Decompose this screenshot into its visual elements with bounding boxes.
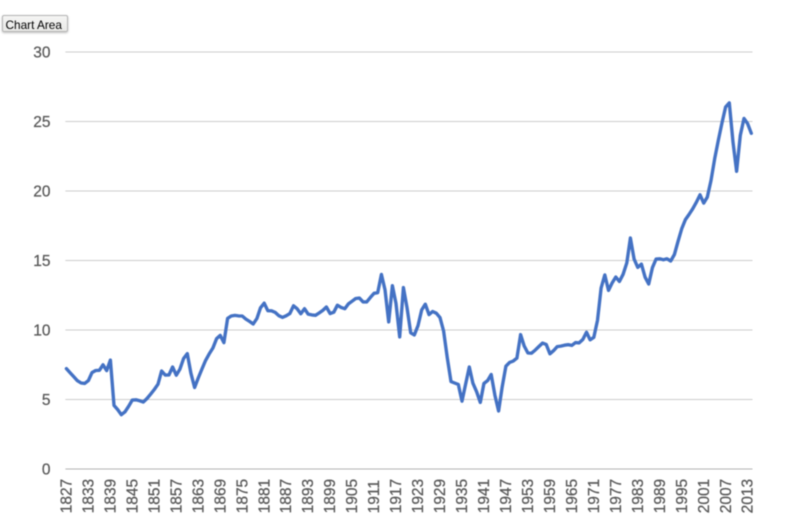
svg-text:20: 20: [33, 183, 51, 200]
svg-text:1941: 1941: [476, 479, 493, 513]
svg-text:1851: 1851: [146, 479, 163, 513]
svg-text:2013: 2013: [740, 479, 757, 513]
svg-text:1869: 1869: [212, 479, 229, 513]
svg-text:1881: 1881: [256, 479, 273, 513]
svg-text:2001: 2001: [696, 479, 713, 513]
svg-text:1923: 1923: [410, 479, 427, 513]
svg-text:1953: 1953: [520, 479, 537, 513]
svg-text:1995: 1995: [674, 479, 691, 513]
svg-text:1857: 1857: [168, 479, 185, 513]
svg-text:1989: 1989: [652, 479, 669, 513]
svg-text:1875: 1875: [234, 479, 251, 513]
svg-text:1959: 1959: [542, 479, 559, 513]
svg-text:1947: 1947: [498, 479, 515, 513]
svg-text:1971: 1971: [586, 479, 603, 513]
svg-text:1935: 1935: [454, 479, 471, 513]
svg-text:1911: 1911: [366, 480, 383, 513]
svg-text:10: 10: [33, 322, 51, 339]
svg-text:1827: 1827: [59, 479, 76, 513]
svg-text:1917: 1917: [388, 479, 405, 513]
svg-text:1839: 1839: [103, 479, 120, 513]
svg-text:1899: 1899: [322, 479, 339, 513]
svg-text:1863: 1863: [190, 479, 207, 513]
svg-text:1833: 1833: [81, 479, 98, 513]
svg-text:1893: 1893: [300, 479, 317, 513]
svg-text:1845: 1845: [124, 479, 141, 513]
svg-text:2007: 2007: [718, 479, 735, 513]
svg-text:1983: 1983: [630, 479, 647, 513]
svg-text:25: 25: [33, 114, 50, 131]
svg-text:0: 0: [42, 461, 51, 478]
svg-text:1929: 1929: [432, 479, 449, 513]
svg-text:1965: 1965: [564, 479, 581, 513]
svg-text:1905: 1905: [344, 479, 361, 513]
svg-text:30: 30: [33, 44, 51, 61]
svg-text:1977: 1977: [608, 479, 625, 513]
svg-text:15: 15: [33, 253, 50, 270]
svg-text:1887: 1887: [278, 479, 295, 513]
svg-text:5: 5: [42, 392, 51, 409]
